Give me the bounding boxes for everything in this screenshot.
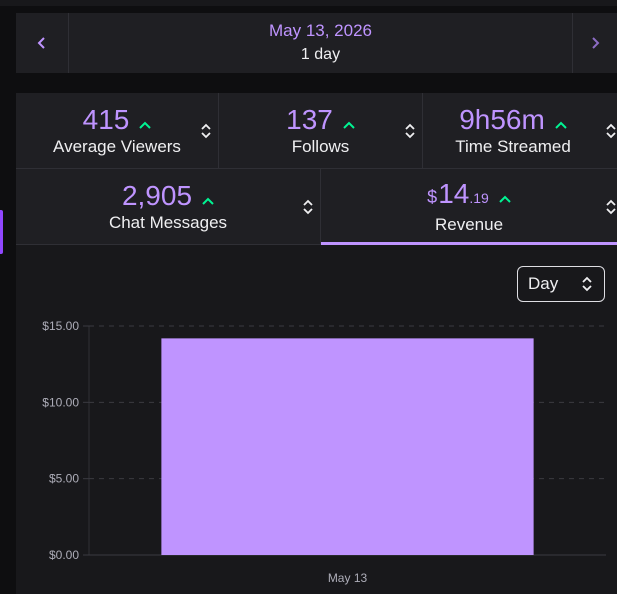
trend-up-icon — [555, 121, 567, 129]
bar — [161, 338, 534, 555]
stat-time-streamed[interactable]: 9h56m Time Streamed — [423, 93, 617, 169]
stat-average-viewers[interactable]: 415 Average Viewers — [16, 93, 219, 169]
revenue-label: Revenue — [434, 214, 504, 234]
revenue-decimal: .19 — [469, 189, 489, 206]
average-viewers-label: Average Viewers — [53, 136, 181, 156]
sort-icon — [201, 123, 211, 138]
trend-up-icon — [343, 121, 355, 129]
y-tick-label: $10.00 — [42, 395, 79, 409]
sidebar-active-marker — [0, 210, 3, 254]
chart-panel: Day $0.00 $5.00 $10.00 $15.00 May 13 — [16, 245, 617, 594]
sort-icon — [303, 199, 313, 214]
stats-panel: 415 Average Viewers 137 Follows 9h56m Ti… — [16, 93, 617, 245]
selected-date: May 13, 2026 — [268, 21, 372, 40]
follows-value: 137 — [286, 103, 333, 135]
follows-label: Follows — [291, 136, 350, 156]
date-range: 1 day — [300, 46, 341, 63]
date-display: May 13, 2026 1 day — [69, 13, 572, 73]
x-tick-label: May 13 — [328, 571, 368, 585]
revenue-value: 14 — [438, 177, 470, 209]
revenue-currency: $ — [427, 186, 438, 207]
stat-revenue[interactable]: $ 14 .19 Revenue — [321, 169, 617, 245]
y-tick-label: $0.00 — [49, 548, 79, 562]
sort-icon — [606, 199, 616, 214]
sort-icon — [405, 123, 415, 138]
stat-follows[interactable]: 137 Follows — [219, 93, 423, 169]
trend-up-icon — [499, 195, 511, 203]
time-streamed-label: Time Streamed — [455, 136, 571, 156]
stat-value: 137 — [286, 103, 355, 135]
previous-date-button[interactable] — [16, 13, 69, 73]
y-tick-label: $15.00 — [42, 319, 79, 333]
chevron-up-down-icon — [582, 276, 592, 292]
stat-value: $ 14 .19 — [427, 177, 511, 213]
stat-value: 415 — [82, 103, 152, 135]
y-tick-label: $5.00 — [49, 472, 79, 486]
period-select-value: Day — [528, 274, 559, 293]
date-navigator: May 13, 2026 1 day — [16, 13, 617, 73]
stat-value: 9h56m — [459, 103, 567, 135]
sort-icon — [606, 123, 616, 138]
period-select[interactable]: Day — [517, 266, 605, 302]
next-date-button[interactable] — [572, 13, 617, 73]
chevron-right-icon — [592, 37, 600, 49]
chat-messages-label: Chat Messages — [108, 212, 228, 232]
chevron-left-icon — [37, 37, 45, 49]
top-strip — [0, 0, 617, 6]
average-viewers-value: 415 — [82, 103, 130, 135]
trend-up-icon — [202, 197, 214, 205]
revenue-bar-chart: $0.00 $5.00 $10.00 $15.00 May 13 — [42, 319, 606, 585]
trend-up-icon — [139, 121, 152, 129]
stat-chat-messages[interactable]: 2,905 Chat Messages — [16, 169, 321, 245]
time-streamed-value: 9h56m — [459, 103, 545, 135]
chat-messages-value: 2,905 — [121, 179, 193, 211]
stat-value: 2,905 — [121, 179, 214, 211]
